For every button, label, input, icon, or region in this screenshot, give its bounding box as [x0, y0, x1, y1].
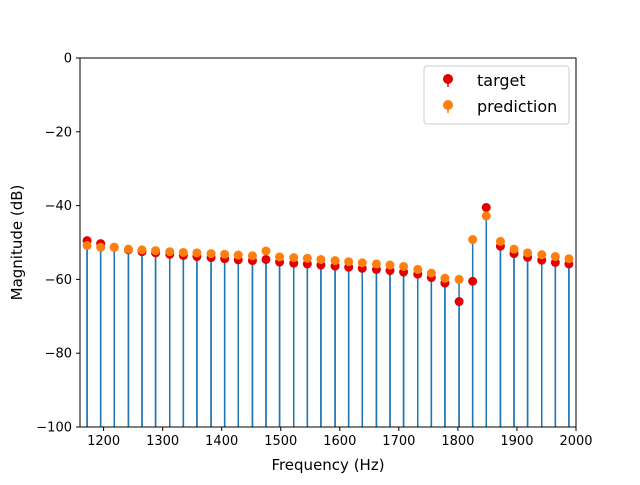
y-axis-label: Magnitude (dB)	[8, 185, 26, 301]
point-prediction-10	[220, 249, 230, 259]
point-prediction-18	[330, 256, 340, 266]
point-prediction-34	[550, 252, 560, 262]
x-axis-label: Frequency (Hz)	[271, 456, 384, 474]
y-tick-label-2: −40	[45, 199, 72, 214]
x-tick-label-5: 1700	[382, 434, 415, 449]
point-target-28	[468, 276, 478, 286]
legend: target prediction	[423, 65, 570, 125]
series-markers	[82, 202, 574, 307]
point-prediction-19	[344, 257, 354, 267]
point-prediction-20	[357, 258, 367, 268]
point-prediction-32	[523, 248, 533, 258]
point-prediction-16	[302, 253, 312, 263]
point-prediction-14	[275, 252, 285, 262]
point-prediction-33	[537, 250, 547, 260]
point-prediction-4	[137, 245, 147, 255]
point-prediction-29	[481, 211, 491, 221]
legend-box	[423, 65, 570, 125]
point-prediction-13	[261, 246, 271, 256]
x-axis-ticks: 1200 1300 1400 1500 1600 1700 1800 1900 2000	[87, 427, 593, 449]
legend-prediction-label: prediction	[477, 97, 557, 116]
point-prediction-23	[399, 261, 409, 271]
point-prediction-8	[192, 248, 202, 258]
point-target-29	[481, 202, 491, 212]
point-prediction-2	[109, 242, 119, 252]
point-target-27	[454, 297, 464, 307]
point-prediction-0	[82, 240, 92, 250]
point-prediction-9	[206, 249, 216, 259]
point-prediction-7	[178, 247, 188, 257]
y-tick-label-4: −80	[45, 347, 72, 362]
point-target-13	[261, 254, 271, 264]
point-prediction-35	[564, 254, 574, 264]
point-prediction-17	[316, 254, 326, 264]
point-prediction-11	[233, 250, 243, 260]
point-prediction-27	[454, 274, 464, 284]
point-prediction-24	[413, 264, 423, 274]
legend-prediction-marker	[443, 100, 453, 110]
x-tick-label-6: 1800	[441, 434, 474, 449]
y-axis-ticks: 0 −20 −40 −60 −80 −100	[36, 52, 80, 436]
x-tick-label-2: 1400	[205, 434, 238, 449]
x-tick-label-3: 1500	[264, 434, 297, 449]
x-tick-label-7: 1900	[500, 434, 533, 449]
point-prediction-30	[495, 236, 505, 246]
stem-lines	[86, 207, 570, 427]
x-tick-label-0: 1200	[87, 434, 120, 449]
legend-target-marker	[443, 74, 453, 84]
point-prediction-25	[426, 268, 436, 278]
point-prediction-28	[468, 235, 478, 245]
point-prediction-1	[96, 242, 106, 252]
point-prediction-26	[440, 273, 450, 283]
point-prediction-6	[165, 247, 175, 257]
y-tick-label-1: −20	[45, 125, 72, 140]
x-tick-label-8: 2000	[559, 434, 592, 449]
point-prediction-31	[509, 244, 519, 254]
plot-frame	[79, 57, 577, 428]
point-prediction-22	[385, 260, 395, 270]
point-prediction-21	[371, 259, 381, 269]
point-prediction-12	[247, 251, 257, 261]
point-prediction-5	[151, 246, 161, 256]
point-prediction-15	[289, 253, 299, 263]
y-tick-label-3: −60	[45, 273, 72, 288]
point-prediction-3	[123, 244, 133, 254]
legend-target-label: target	[477, 71, 526, 90]
x-tick-label-4: 1600	[323, 434, 356, 449]
y-tick-label-0: 0	[64, 52, 72, 67]
x-tick-label-1: 1300	[146, 434, 179, 449]
y-tick-label-5: −100	[36, 421, 72, 436]
